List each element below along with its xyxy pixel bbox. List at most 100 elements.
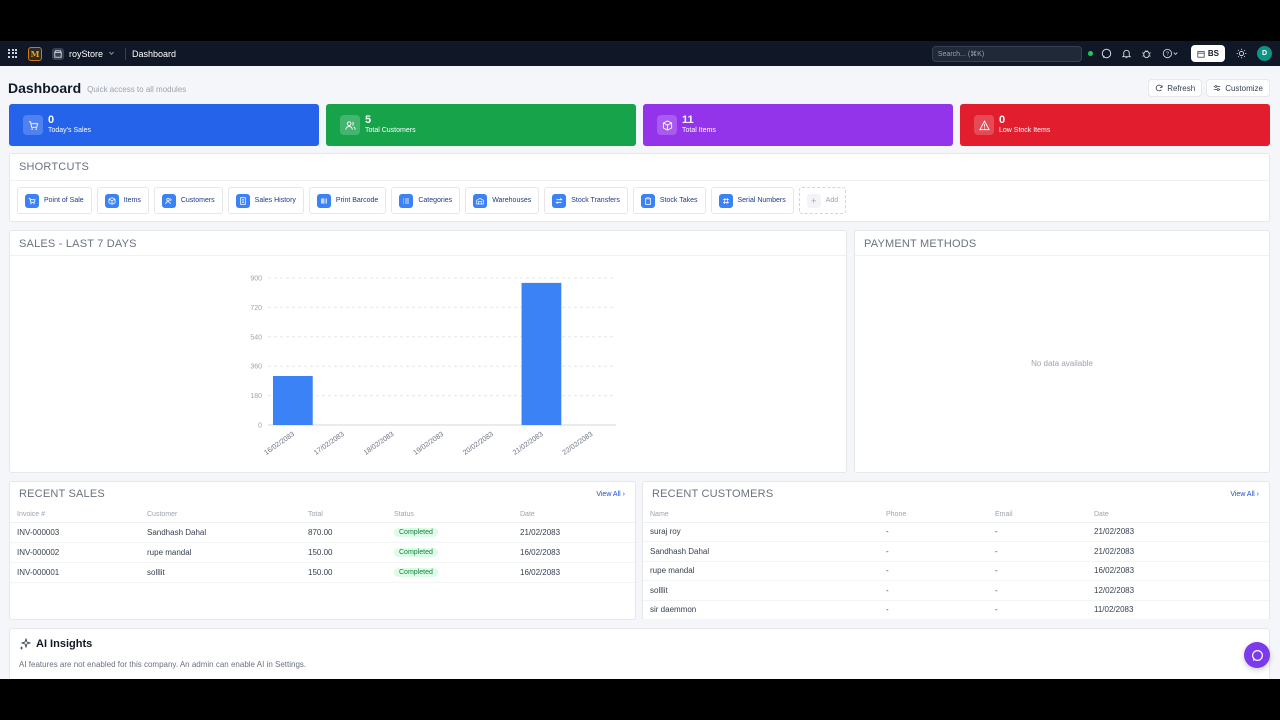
warehouse-icon <box>473 193 488 208</box>
column-header[interactable]: Phone <box>879 507 988 523</box>
no-data-message: No data available <box>1031 359 1093 368</box>
shortcut-sales-history[interactable]: Sales History <box>227 187 304 214</box>
stat-card-low-stock[interactable]: 0 Low Stock Items <box>960 104 1270 146</box>
cart-icon <box>25 193 39 208</box>
bar[interactable] <box>272 376 313 425</box>
transfer-icon <box>552 193 567 208</box>
shortcut-stock-transfers[interactable]: Stock Transfers <box>544 187 628 214</box>
refresh-label: Refresh <box>1167 83 1196 93</box>
store-switcher[interactable]: royStore <box>52 47 115 60</box>
shortcut-stock-takes[interactable]: Stock Takes <box>632 187 706 214</box>
table-row[interactable]: suraj roy - - 21/02/2083 <box>643 522 1269 542</box>
bug-icon[interactable] <box>1140 47 1154 61</box>
table-row[interactable]: INV-000001 solllit 150.00 Completed 16/0… <box>10 562 635 583</box>
recent-sales-card: RECENT SALES View All › Invoice # Custom… <box>9 481 636 620</box>
y-tick-label: 540 <box>250 334 262 341</box>
table-row[interactable]: sir daemmon - - 11/02/2083 <box>643 600 1269 620</box>
ai-insights-title: AI Insights <box>36 638 93 650</box>
stat-card-todays-sales[interactable]: 0 Today's Sales <box>9 104 319 146</box>
table-row[interactable]: solllit - - 12/02/2083 <box>643 580 1269 601</box>
phone-cell: - <box>879 522 988 542</box>
table-row[interactable]: INV-000003 Sandhash Dahal 870.00 Complet… <box>10 522 635 543</box>
add-shortcut-button[interactable]: + Add <box>798 187 847 214</box>
stat-label: Today's Sales <box>48 127 91 134</box>
table-row[interactable]: rupe mandal - - 16/02/2083 <box>643 561 1269 581</box>
shortcut-categories[interactable]: Categories <box>391 187 461 214</box>
stat-label: Total Items <box>682 127 716 134</box>
shortcut-point-of-sale[interactable]: Point of Sale <box>17 187 92 214</box>
users-icon <box>161 193 176 208</box>
payment-methods-card: PAYMENT METHODS No data available <box>854 230 1270 473</box>
shortcut-print-barcode[interactable]: Print Barcode <box>308 187 387 214</box>
column-header[interactable]: Total <box>301 507 387 523</box>
shortcut-customers[interactable]: Customers <box>153 187 223 214</box>
column-header[interactable]: Date <box>1087 507 1269 523</box>
stat-card-total-items[interactable]: 11 Total Items <box>643 104 953 146</box>
chat-icon[interactable] <box>1100 47 1114 61</box>
stat-card-total-customers[interactable]: 5 Total Customers <box>326 104 636 146</box>
bar[interactable] <box>521 282 562 425</box>
x-tick-label: 21/02/2083 <box>512 431 545 457</box>
recent-customers-view-all-link[interactable]: View All › <box>1230 490 1259 498</box>
box-icon <box>104 193 119 208</box>
customer-cell: Sandhash Dahal <box>140 522 301 543</box>
date-cell: 16/02/2083 <box>513 542 635 563</box>
add-shortcut-label: Add <box>825 197 839 204</box>
shortcut-label: Serial Numbers <box>737 197 786 204</box>
page-header: Dashboard Quick access to all modules Re… <box>8 77 1270 99</box>
shortcut-label: Stock Transfers <box>571 197 620 204</box>
box-icon <box>657 115 677 135</box>
recent-sales-title: RECENT SALES <box>19 488 105 500</box>
name-cell: suraj roy <box>643 522 879 542</box>
refresh-button[interactable]: Refresh <box>1148 79 1203 97</box>
sliders-icon <box>1214 85 1221 91</box>
shortcut-items[interactable]: Items <box>96 187 149 214</box>
shortcut-serial-numbers[interactable]: Serial Numbers <box>710 187 794 214</box>
y-tick-label: 720 <box>250 305 262 312</box>
cart-icon <box>23 115 43 135</box>
apps-grid-icon[interactable] <box>8 48 18 59</box>
x-tick-label: 19/02/2083 <box>412 431 445 457</box>
ai-insights-card: AI Insights AI features are not enabled … <box>9 628 1270 679</box>
chevron-down-icon <box>109 51 114 55</box>
calendar-icon <box>1197 50 1205 58</box>
receipt-icon <box>235 193 250 208</box>
page-subtitle: Quick access to all modules <box>87 84 187 94</box>
x-tick-label: 17/02/2083 <box>313 431 346 457</box>
recent-customers-table: Name Phone Email Date suraj roy - - 21/0… <box>643 507 1269 620</box>
chat-support-button[interactable] <box>1244 642 1270 668</box>
y-tick-label: 180 <box>250 393 262 400</box>
column-header[interactable]: Status <box>387 507 513 523</box>
calendar-toggle-button[interactable]: BS <box>1190 45 1225 62</box>
theme-toggle-icon[interactable] <box>1234 47 1248 61</box>
search-input[interactable]: Search... (⌘K) <box>931 45 1082 62</box>
stat-label: Low Stock Items <box>999 127 1051 134</box>
y-tick-label: 900 <box>250 276 262 283</box>
email-cell: - <box>988 522 1087 542</box>
ai-insights-header: AI Insights <box>19 638 92 650</box>
app-logo[interactable]: M <box>28 46 42 61</box>
payment-methods-title: PAYMENT METHODS <box>864 238 977 250</box>
x-tick-label: 20/02/2083 <box>462 431 495 457</box>
column-header[interactable]: Customer <box>140 507 301 523</box>
shortcut-warehouses[interactable]: Warehouses <box>465 187 540 214</box>
phone-cell: - <box>879 600 988 620</box>
refresh-icon <box>1155 84 1163 92</box>
email-cell: - <box>988 580 1087 601</box>
table-row[interactable]: INV-000002 rupe mandal 150.00 Completed … <box>10 542 635 563</box>
bell-icon[interactable] <box>1120 47 1134 61</box>
phone-cell: - <box>879 561 988 581</box>
table-row[interactable]: Sandhash Dahal - - 21/02/2083 <box>643 541 1269 562</box>
name-cell: solllit <box>643 580 879 601</box>
recent-sales-view-all-link[interactable]: View All › <box>596 490 625 498</box>
column-header[interactable]: Date <box>513 507 635 523</box>
customize-button[interactable]: Customize <box>1206 79 1270 97</box>
help-icon[interactable]: ? <box>1160 47 1182 61</box>
column-header[interactable]: Name <box>643 507 879 523</box>
column-header[interactable]: Invoice # <box>10 507 140 523</box>
column-header[interactable]: Email <box>988 507 1087 523</box>
date-cell: 21/02/2083 <box>1087 522 1269 542</box>
user-avatar[interactable]: D <box>1257 46 1272 61</box>
calendar-toggle-label: BS <box>1207 49 1219 58</box>
shortcuts-card: SHORTCUTS Point of Sale Items Customers … <box>9 153 1270 222</box>
